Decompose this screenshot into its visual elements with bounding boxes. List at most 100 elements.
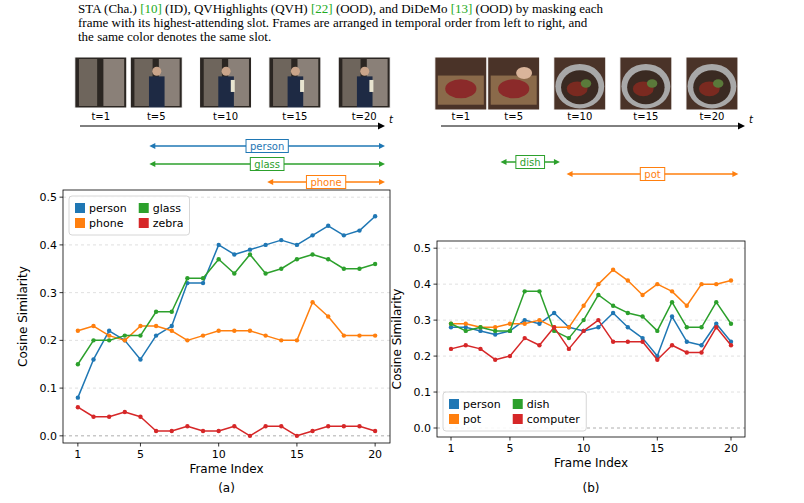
slot-span-head	[379, 179, 385, 185]
legend-item: pot	[449, 413, 482, 426]
series-marker	[91, 324, 95, 328]
series-marker	[326, 314, 330, 318]
series-marker	[232, 271, 236, 275]
frame-bg	[435, 57, 487, 110]
series-line	[451, 320, 731, 360]
frame-border	[686, 57, 738, 110]
series-marker	[699, 325, 703, 329]
series-marker	[170, 429, 174, 433]
series-marker	[537, 318, 541, 322]
frame-time-label: t=1	[451, 111, 470, 122]
series-marker	[201, 281, 205, 285]
series-marker	[493, 329, 497, 333]
y-tick-label: 0.4	[40, 239, 58, 252]
series-marker	[310, 300, 314, 304]
video-frame	[338, 57, 390, 108]
frame-food	[445, 79, 476, 98]
legend-box	[443, 392, 586, 431]
series-group	[76, 214, 378, 438]
figure: STA (Cha.) [10] (ID), QVHighlights (QVH)…	[0, 0, 804, 503]
series-marker	[670, 343, 674, 347]
series-marker	[357, 228, 361, 232]
series-marker	[232, 424, 236, 428]
slot-label-box	[516, 156, 545, 169]
series-marker	[91, 338, 95, 342]
series-marker	[138, 324, 142, 328]
frame-person	[149, 76, 165, 108]
series-marker	[123, 333, 127, 337]
series-marker	[449, 322, 453, 326]
series-marker	[248, 252, 252, 256]
y-tick	[434, 284, 438, 285]
series-marker	[107, 333, 111, 337]
frame-bg	[554, 57, 606, 110]
video-frame	[554, 57, 606, 110]
panel-timeline: t=1t=5t=10t=15t=20tdishpot	[435, 57, 754, 181]
frame-person	[360, 67, 369, 76]
series-marker	[295, 243, 299, 247]
frame-bg	[488, 57, 540, 110]
y-tick-label: 0.2	[40, 334, 58, 347]
frame-board	[491, 76, 537, 105]
series-marker	[279, 424, 283, 428]
x-tick	[583, 437, 584, 441]
series-marker	[478, 325, 482, 329]
series-marker	[373, 333, 377, 337]
frame-wall	[79, 59, 97, 106]
x-tick	[296, 443, 297, 447]
series-marker	[123, 338, 127, 342]
video-frame	[620, 57, 672, 110]
series-marker	[263, 424, 267, 428]
series-marker	[232, 252, 236, 256]
frame-pot-inside	[693, 70, 730, 104]
series-marker	[170, 329, 174, 333]
video-frame	[686, 57, 738, 110]
series-marker	[655, 282, 659, 286]
frame-time-label: t=15	[282, 111, 307, 122]
frame-person	[218, 76, 234, 108]
series-marker	[581, 318, 585, 322]
frame-bg	[620, 57, 672, 110]
series-marker	[522, 322, 526, 326]
legend-label: person	[89, 202, 127, 215]
frame-person	[152, 67, 161, 76]
series-marker	[357, 267, 361, 271]
slot-span-head	[149, 143, 155, 149]
series-marker	[611, 304, 615, 308]
time-axis	[441, 126, 741, 127]
slot-span-head	[379, 143, 385, 149]
series-marker	[201, 276, 205, 280]
series-marker	[357, 333, 361, 337]
grid-line	[63, 435, 390, 436]
plot-frame	[63, 190, 390, 443]
frame-bottle	[300, 80, 304, 92]
frame-bg	[130, 57, 182, 108]
series-marker	[478, 347, 482, 351]
series-marker	[670, 314, 674, 318]
frame-time-label: t=5	[147, 111, 166, 122]
series-marker	[107, 329, 111, 333]
slot-span-head	[379, 161, 385, 167]
series-marker	[342, 233, 346, 237]
legend-swatch	[139, 218, 149, 228]
series-marker	[373, 429, 377, 433]
x-tick-label: 10	[577, 442, 591, 455]
video-frame	[269, 57, 321, 108]
slot-span-head	[267, 179, 273, 185]
series-marker	[232, 329, 236, 333]
series-marker	[699, 282, 703, 286]
slot-label: dish	[520, 157, 541, 168]
y-tick-label: 0.0	[40, 430, 58, 443]
slot-label-box	[640, 168, 664, 181]
series-marker	[216, 429, 220, 433]
x-tick	[451, 437, 452, 441]
grid-line	[63, 244, 390, 245]
line-chart: 0.00.10.20.30.40.515101520Frame IndexCos…	[390, 241, 745, 495]
frame-bottle	[231, 80, 235, 92]
series-marker	[263, 333, 267, 337]
frame-border	[75, 57, 127, 108]
series-marker	[729, 322, 733, 326]
series-line	[78, 216, 375, 397]
series-marker	[611, 311, 615, 315]
series-marker	[626, 311, 630, 315]
